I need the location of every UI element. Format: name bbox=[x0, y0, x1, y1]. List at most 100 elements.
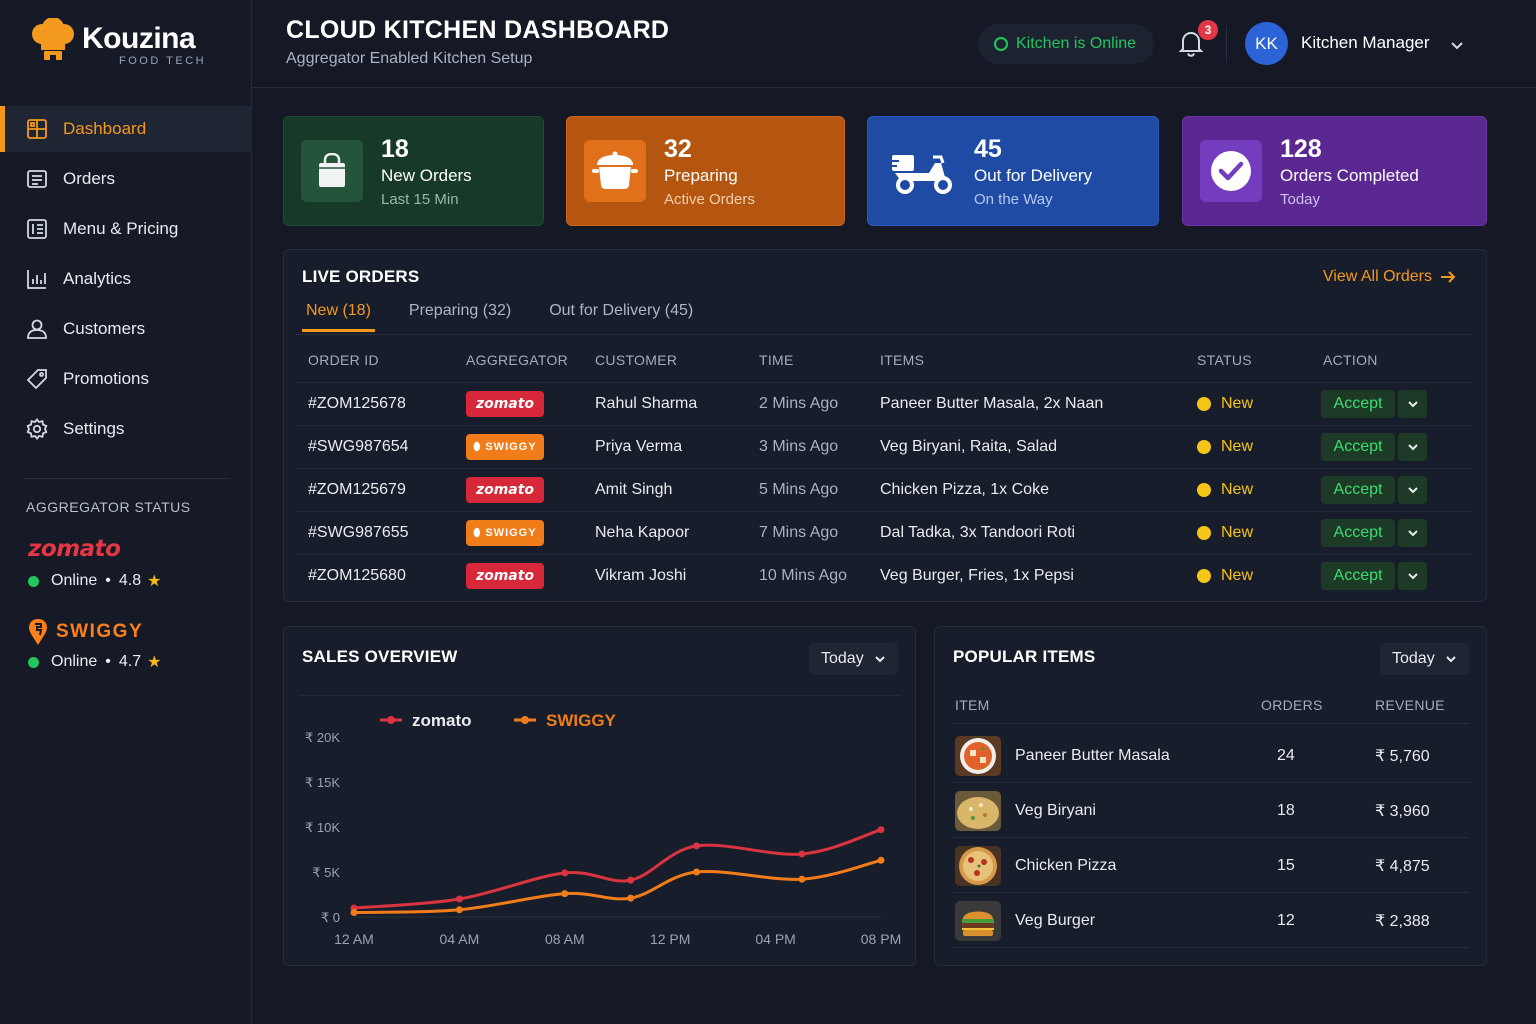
accept-options-button[interactable] bbox=[1398, 433, 1427, 461]
accept-options-button[interactable] bbox=[1398, 476, 1427, 504]
legend-swatch-dot bbox=[387, 716, 395, 724]
stat-card-orders-completed[interactable]: 128 Orders Completed Today bbox=[1182, 116, 1487, 226]
x-tick-label: 12 AM bbox=[334, 931, 374, 947]
pizza-thumb-icon bbox=[955, 845, 1001, 886]
sales-period-dropdown[interactable]: Today bbox=[809, 643, 898, 675]
stat-value: 45 bbox=[974, 134, 1002, 163]
sidebar-item-label: Menu & Pricing bbox=[63, 219, 179, 238]
shopping-bag-icon bbox=[301, 140, 363, 202]
list-item[interactable]: Veg Biryani 18 ₹ 3,960 bbox=[951, 783, 1469, 838]
popular-period-dropdown[interactable]: Today bbox=[1380, 643, 1469, 675]
accept-button[interactable]: Accept bbox=[1321, 562, 1395, 590]
item-name: Chicken Pizza bbox=[1015, 856, 1117, 874]
customer-name: Vikram Joshi bbox=[595, 567, 687, 584]
table-row[interactable]: #ZOM125678 zomato Rahul Sharma 2 Mins Ag… bbox=[296, 383, 1472, 426]
brand-logo[interactable]: Kouzina FOOD TECH bbox=[30, 16, 230, 72]
status-text: New bbox=[1221, 438, 1254, 455]
data-point-zomato bbox=[693, 842, 701, 850]
chevron-down-icon bbox=[1407, 530, 1418, 537]
data-point-swiggy bbox=[350, 909, 358, 916]
settings-icon bbox=[26, 418, 48, 440]
order-status: New bbox=[1197, 512, 1253, 554]
sidebar-item-analytics[interactable]: Analytics bbox=[0, 256, 252, 302]
table-row[interactable]: #SWG987655 ⬮ SWIGGY Neha Kapoor 7 Mins Ag… bbox=[296, 512, 1472, 555]
stat-value: 128 bbox=[1280, 134, 1322, 163]
view-all-orders-link[interactable]: View All Orders bbox=[1323, 268, 1456, 286]
sidebar-item-label: Orders bbox=[63, 169, 115, 188]
swiggy-badge: ⬮ SWIGGY bbox=[466, 434, 544, 460]
legend-label: SWIGGY bbox=[546, 711, 617, 730]
sidebar-divider bbox=[24, 478, 230, 479]
user-name[interactable]: Kitchen Manager bbox=[1301, 33, 1430, 52]
sidebar-item-settings[interactable]: Settings bbox=[0, 406, 252, 452]
tab-preparing[interactable]: Preparing (32) bbox=[408, 302, 512, 319]
live-orders-panel: LIVE ORDERS View All Orders New (18) Pre… bbox=[283, 249, 1487, 602]
accept-button[interactable]: Accept bbox=[1321, 433, 1395, 461]
kitchen-status-pill[interactable]: Kitchen is Online bbox=[978, 24, 1154, 64]
customer-name: Amit Singh bbox=[595, 481, 673, 498]
swiggy-pin-icon: ⬮ bbox=[473, 526, 482, 539]
chevron-down-icon bbox=[1407, 401, 1418, 408]
swiggy-pin-icon: ⬮ bbox=[473, 440, 482, 453]
order-items: Dal Tadka, 3x Tandoori Roti bbox=[880, 524, 1076, 541]
table-row[interactable]: #SWG987654 ⬮ SWIGGY Priya Verma 3 Mins Ag… bbox=[296, 426, 1472, 469]
aggregator-cell: zomato bbox=[466, 555, 544, 597]
list-item[interactable]: Paneer Butter Masala 24 ₹ 5,760 bbox=[951, 728, 1469, 783]
chef-hat-logo-icon bbox=[32, 18, 74, 60]
swiggy-mark-icon bbox=[29, 619, 47, 645]
accept-button[interactable]: Accept bbox=[1321, 390, 1395, 418]
chevron-down-icon[interactable] bbox=[1450, 38, 1464, 52]
stat-sub: Last 15 Min bbox=[381, 190, 459, 208]
sidebar-item-label: Customers bbox=[63, 319, 146, 338]
series-line-swiggy bbox=[352, 858, 883, 914]
stat-card-preparing[interactable]: 32 Preparing Active Orders bbox=[566, 116, 845, 226]
sidebar-item-dashboard[interactable]: Dashboard bbox=[0, 106, 252, 152]
aggregator-zomato: zomato Online • 4.8 ★ bbox=[28, 536, 228, 591]
notification-badge: 3 bbox=[1198, 20, 1218, 40]
zomato-badge-text: zomato bbox=[475, 396, 535, 412]
swiggy-badge-text: SWIGGY bbox=[485, 441, 537, 453]
orders-table-header: ORDER ID AGGREGATOR CUSTOMER TIME ITEMS … bbox=[296, 350, 1472, 382]
accept-options-button[interactable] bbox=[1398, 390, 1427, 418]
table-row[interactable]: #ZOM125679 zomato Amit Singh 5 Mins Ago … bbox=[296, 469, 1472, 512]
popular-header-divider bbox=[951, 723, 1469, 724]
table-row[interactable]: #ZOM125680 zomato Vikram Joshi 10 Mins A… bbox=[296, 555, 1472, 598]
status-dot-icon bbox=[1197, 483, 1211, 497]
list-item[interactable]: Chicken Pizza 15 ₹ 4,875 bbox=[951, 838, 1469, 893]
list-item[interactable]: Veg Burger 12 ₹ 2,388 bbox=[951, 893, 1469, 948]
sales-divider bbox=[300, 695, 900, 696]
sidebar-item-label: Dashboard bbox=[63, 119, 147, 138]
tab-out-for-delivery[interactable]: Out for Delivery (45) bbox=[549, 302, 694, 319]
aggregator-cell: zomato bbox=[466, 469, 544, 511]
biryani-thumb-icon bbox=[955, 790, 1001, 831]
sidebar-item-menu-pricing[interactable]: Menu & Pricing bbox=[0, 206, 252, 252]
column-header-items: ITEMS bbox=[880, 352, 925, 368]
popular-items-title: POPULAR ITEMS bbox=[953, 647, 1096, 666]
status-text: New bbox=[1221, 567, 1254, 584]
accept-options-button[interactable] bbox=[1398, 519, 1427, 547]
stat-card-new-orders[interactable]: 18 New Orders Last 15 Min bbox=[283, 116, 544, 226]
action-cell: Accept bbox=[1321, 426, 1427, 468]
customer-name: Rahul Sharma bbox=[595, 395, 698, 412]
sidebar-item-label: Settings bbox=[63, 419, 125, 438]
sidebar-item-orders[interactable]: Orders bbox=[0, 156, 252, 202]
sidebar-item-promotions[interactable]: Promotions bbox=[0, 356, 252, 402]
stat-card-out-for-delivery[interactable]: 45 Out for Delivery On the Way bbox=[867, 116, 1159, 226]
accept-options-button[interactable] bbox=[1398, 562, 1427, 590]
item-revenue: ₹ 3,960 bbox=[1375, 802, 1430, 820]
analytics-icon bbox=[27, 270, 46, 289]
x-tick-label: 04 PM bbox=[755, 931, 795, 947]
item-orders: 18 bbox=[1277, 801, 1295, 819]
sidebar-item-customers[interactable]: Customers bbox=[0, 306, 252, 352]
item-orders: 15 bbox=[1277, 856, 1295, 874]
status-dot-icon bbox=[1197, 526, 1211, 540]
user-avatar[interactable]: KK bbox=[1245, 22, 1288, 65]
action-cell: Accept bbox=[1321, 555, 1427, 597]
notification-bell-icon[interactable] bbox=[1176, 28, 1206, 58]
accept-button[interactable]: Accept bbox=[1321, 476, 1395, 504]
stat-value: 18 bbox=[381, 134, 409, 163]
tab-new[interactable]: New (18) bbox=[302, 302, 375, 332]
accept-button[interactable]: Accept bbox=[1321, 519, 1395, 547]
kitchen-status-text: Kitchen is Online bbox=[1016, 35, 1137, 52]
zomato-badge: zomato bbox=[466, 391, 544, 417]
